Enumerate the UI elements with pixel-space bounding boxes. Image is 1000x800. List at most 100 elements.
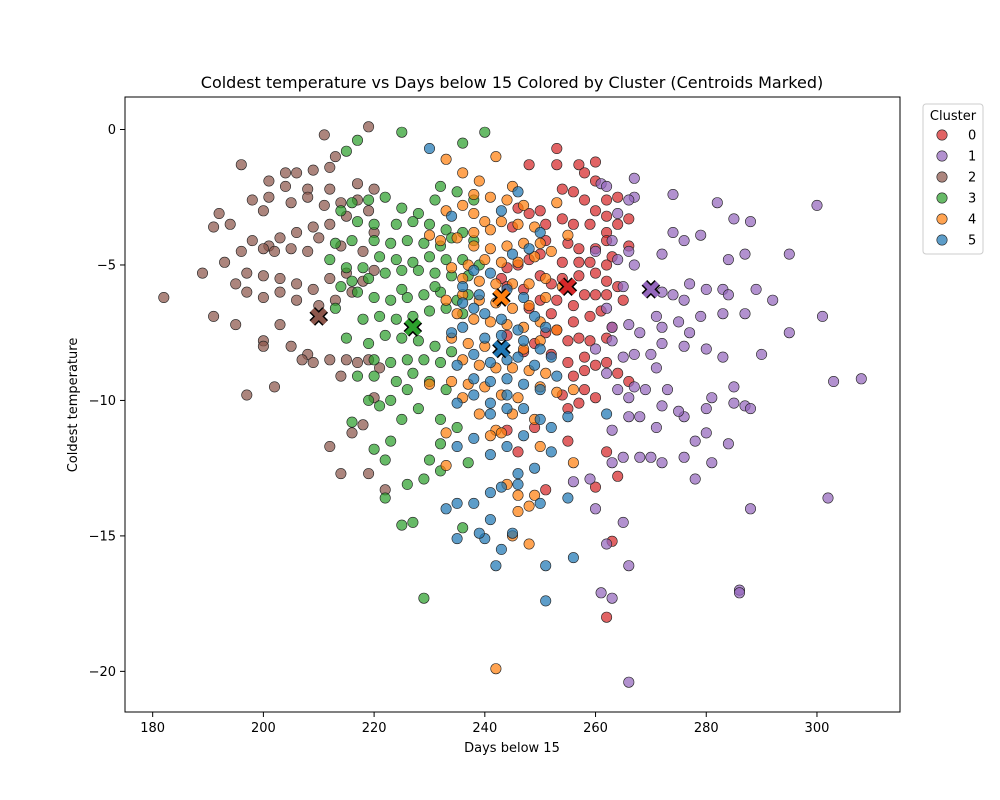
point-cluster-0 [579,168,589,178]
point-cluster-2 [258,341,268,351]
point-cluster-5 [452,360,462,370]
point-cluster-1 [585,474,595,484]
point-cluster-1 [723,439,733,449]
point-cluster-5 [507,528,517,538]
point-cluster-4 [435,235,445,245]
point-cluster-5 [485,357,495,367]
point-cluster-2 [258,292,268,302]
point-cluster-0 [601,357,611,367]
centroid-cluster-5 [495,342,508,355]
point-cluster-1 [707,458,717,468]
point-cluster-1 [668,290,678,300]
point-cluster-3 [430,195,440,205]
point-cluster-2 [352,179,362,189]
point-cluster-5 [535,498,545,508]
point-cluster-3 [380,330,390,340]
legend-title: Cluster [930,109,977,124]
point-cluster-0 [574,257,584,267]
point-cluster-1 [590,246,600,256]
point-cluster-1 [601,539,611,549]
point-cluster-5 [541,561,551,571]
point-cluster-3 [363,338,373,348]
point-cluster-1 [740,309,750,319]
point-cluster-0 [563,436,573,446]
point-cluster-5 [563,493,573,503]
point-cluster-3 [369,219,379,229]
point-cluster-5 [513,325,523,335]
point-cluster-3 [397,333,407,343]
point-cluster-3 [397,520,407,530]
point-cluster-0 [574,333,584,343]
point-cluster-5 [518,292,528,302]
point-cluster-5 [513,352,523,362]
point-cluster-2 [258,271,268,281]
point-cluster-5 [485,268,495,278]
point-cluster-1 [607,336,617,346]
point-cluster-5 [469,433,479,443]
point-cluster-2 [314,233,324,243]
point-cluster-3 [374,311,384,321]
point-cluster-0 [552,295,562,305]
point-cluster-4 [441,460,451,470]
legend-label: 2 [968,171,976,186]
point-cluster-2 [291,295,301,305]
point-cluster-5 [485,376,495,386]
point-cluster-5 [469,498,479,508]
point-cluster-1 [679,235,689,245]
point-cluster-2 [325,273,335,283]
point-cluster-4 [541,292,551,302]
point-cluster-1 [745,504,755,514]
point-cluster-5 [518,336,528,346]
point-cluster-3 [341,146,351,156]
point-cluster-1 [601,303,611,313]
point-cluster-5 [485,398,495,408]
point-cluster-4 [446,263,456,273]
point-cluster-1 [613,384,623,394]
point-cluster-1 [629,349,639,359]
point-cluster-4 [502,195,512,205]
point-cluster-4 [518,200,528,210]
point-cluster-5 [452,498,462,508]
point-cluster-5 [469,265,479,275]
point-cluster-4 [507,303,517,313]
legend-label: 1 [968,150,976,165]
point-cluster-4 [535,441,545,451]
point-cluster-2 [308,284,318,294]
point-cluster-0 [624,214,634,224]
point-cluster-3 [419,593,429,603]
point-cluster-2 [236,246,246,256]
point-cluster-1 [817,311,827,321]
point-cluster-0 [568,187,578,197]
point-cluster-5 [452,441,462,451]
point-cluster-4 [452,233,462,243]
point-cluster-2 [197,268,207,278]
point-cluster-2 [275,273,285,283]
point-cluster-3 [413,403,423,413]
point-cluster-0 [563,357,573,367]
y-tick-label: 0 [108,123,116,138]
point-cluster-2 [358,420,368,430]
point-cluster-2 [363,468,373,478]
point-cluster-4 [496,216,506,226]
point-cluster-2 [247,195,257,205]
point-cluster-5 [474,290,484,300]
point-cluster-2 [264,192,274,202]
point-cluster-0 [579,290,589,300]
point-cluster-3 [458,523,468,533]
point-cluster-3 [424,219,434,229]
legend-marker [937,151,947,161]
point-cluster-1 [607,235,617,245]
point-cluster-2 [303,192,313,202]
point-cluster-1 [624,677,634,687]
point-cluster-0 [524,160,534,170]
point-cluster-2 [275,233,285,243]
point-cluster-3 [397,284,407,294]
point-cluster-4 [485,244,495,254]
point-cluster-1 [607,593,617,603]
point-cluster-2 [325,441,335,451]
point-cluster-1 [723,254,733,264]
point-cluster-4 [552,387,562,397]
point-cluster-2 [286,341,296,351]
point-cluster-1 [607,322,617,332]
centroid-cluster-2 [312,310,325,323]
